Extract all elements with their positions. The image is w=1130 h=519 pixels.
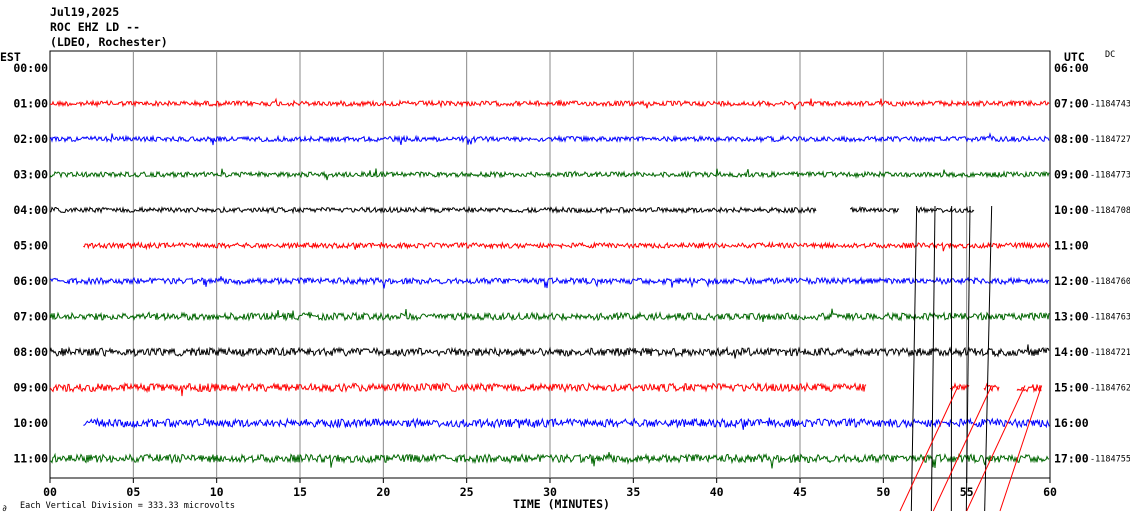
est-axis-label: EST (0, 50, 21, 64)
est-label: 03:00 (13, 168, 48, 182)
utc-label: 16:00 (1054, 416, 1089, 430)
header-date: Jul19,2025 (50, 5, 119, 19)
quake-signal-line (965, 205, 971, 512)
utc-axis-label: UTC (1064, 50, 1085, 64)
est-label: 04:00 (13, 203, 48, 217)
dc-label: DC (1105, 50, 1115, 60)
x-tick-label: 15 (293, 485, 307, 499)
dc-offset-label: -1184773 (1090, 171, 1130, 181)
utc-label: 13:00 (1054, 310, 1089, 324)
trace-0400 (49, 205, 975, 215)
quake-signal-line (910, 205, 918, 512)
earthquake-overlay (899, 205, 1043, 512)
quake-signal-line (999, 385, 1043, 512)
utc-label: 10:00 (1054, 203, 1089, 217)
est-label: 08:00 (13, 345, 48, 359)
x-tick-label: 25 (460, 485, 474, 499)
quake-signal-line (899, 385, 959, 512)
trace-1100 (49, 452, 1050, 469)
dc-offset-label: -1184727 (1090, 135, 1130, 145)
dc-offset-label: -1184755 (1090, 455, 1130, 465)
trace-0200 (49, 132, 1050, 146)
x-tick-label: 35 (626, 485, 640, 499)
est-label: 05:00 (13, 239, 48, 253)
utc-label: 07:00 (1054, 97, 1089, 111)
est-label: 06:00 (13, 274, 48, 288)
quake-signal-line (930, 205, 936, 512)
quake-signal-line (932, 385, 993, 512)
utc-label: 14:00 (1054, 345, 1089, 359)
dc-offset-label: -1184743 (1090, 100, 1130, 110)
trace-0300 (49, 168, 1050, 181)
x-tick-label: 10 (210, 485, 224, 499)
dc-offset-label: -1184762 (1090, 384, 1130, 394)
est-label: 00:00 (13, 61, 48, 75)
x-tick-label: 00 (43, 485, 57, 499)
utc-label: 17:00 (1054, 452, 1089, 466)
utc-label: 12:00 (1054, 274, 1089, 288)
est-label: 10:00 (13, 416, 48, 430)
dc-offset-label: -1184763 (1090, 313, 1130, 323)
x-tick-label: 40 (710, 485, 724, 499)
trace-0700 (49, 308, 1050, 322)
trace-0500 (83, 241, 1050, 252)
header-network: (LDEO, Rochester) (50, 35, 168, 49)
utc-label: 09:00 (1054, 168, 1089, 182)
dc-offset-label: -1184721 (1090, 348, 1130, 358)
trace-0900 (49, 381, 1042, 397)
x-tick-label: 45 (793, 485, 807, 499)
quake-signal-line (966, 385, 1026, 512)
quake-signal-line (984, 205, 993, 512)
trace-1000 (83, 417, 1050, 430)
trace-0600 (49, 276, 1050, 289)
est-label: 01:00 (13, 97, 48, 111)
utc-label: 11:00 (1054, 239, 1089, 253)
x-axis-label: TIME (MINUTES) (513, 497, 610, 511)
x-tick-label: 05 (126, 485, 140, 499)
est-label: 09:00 (13, 381, 48, 395)
dc-offset-label: -1184708 (1090, 206, 1130, 216)
header-station: ROC EHZ LD -- (50, 20, 140, 34)
est-label: 02:00 (13, 132, 48, 146)
dc-offset-label: -1184760 (1090, 277, 1130, 287)
scale-note: Each Vertical Division = 333.33 microvol… (20, 501, 235, 511)
seismic-traces (49, 97, 1050, 469)
x-tick-label: 50 (876, 485, 890, 499)
utc-label: 15:00 (1054, 381, 1089, 395)
est-label: 11:00 (13, 452, 48, 466)
utc-label: 06:00 (1054, 61, 1089, 75)
x-tick-label: 60 (1043, 485, 1057, 499)
trace-0100 (49, 97, 1050, 110)
x-tick-label: 30 (543, 485, 557, 499)
x-tick-label: 55 (960, 485, 974, 499)
time-grid (49, 50, 1051, 479)
est-label: 07:00 (13, 310, 48, 324)
footer-mark: ∂ (2, 504, 7, 514)
x-tick-label: 20 (376, 485, 390, 499)
x-tick-labels: 00 05 10 15 20 25 30 35 40 45 50 55 60 (43, 478, 1057, 499)
trace-0800 (49, 344, 1050, 359)
utc-label: 08:00 (1054, 132, 1089, 146)
